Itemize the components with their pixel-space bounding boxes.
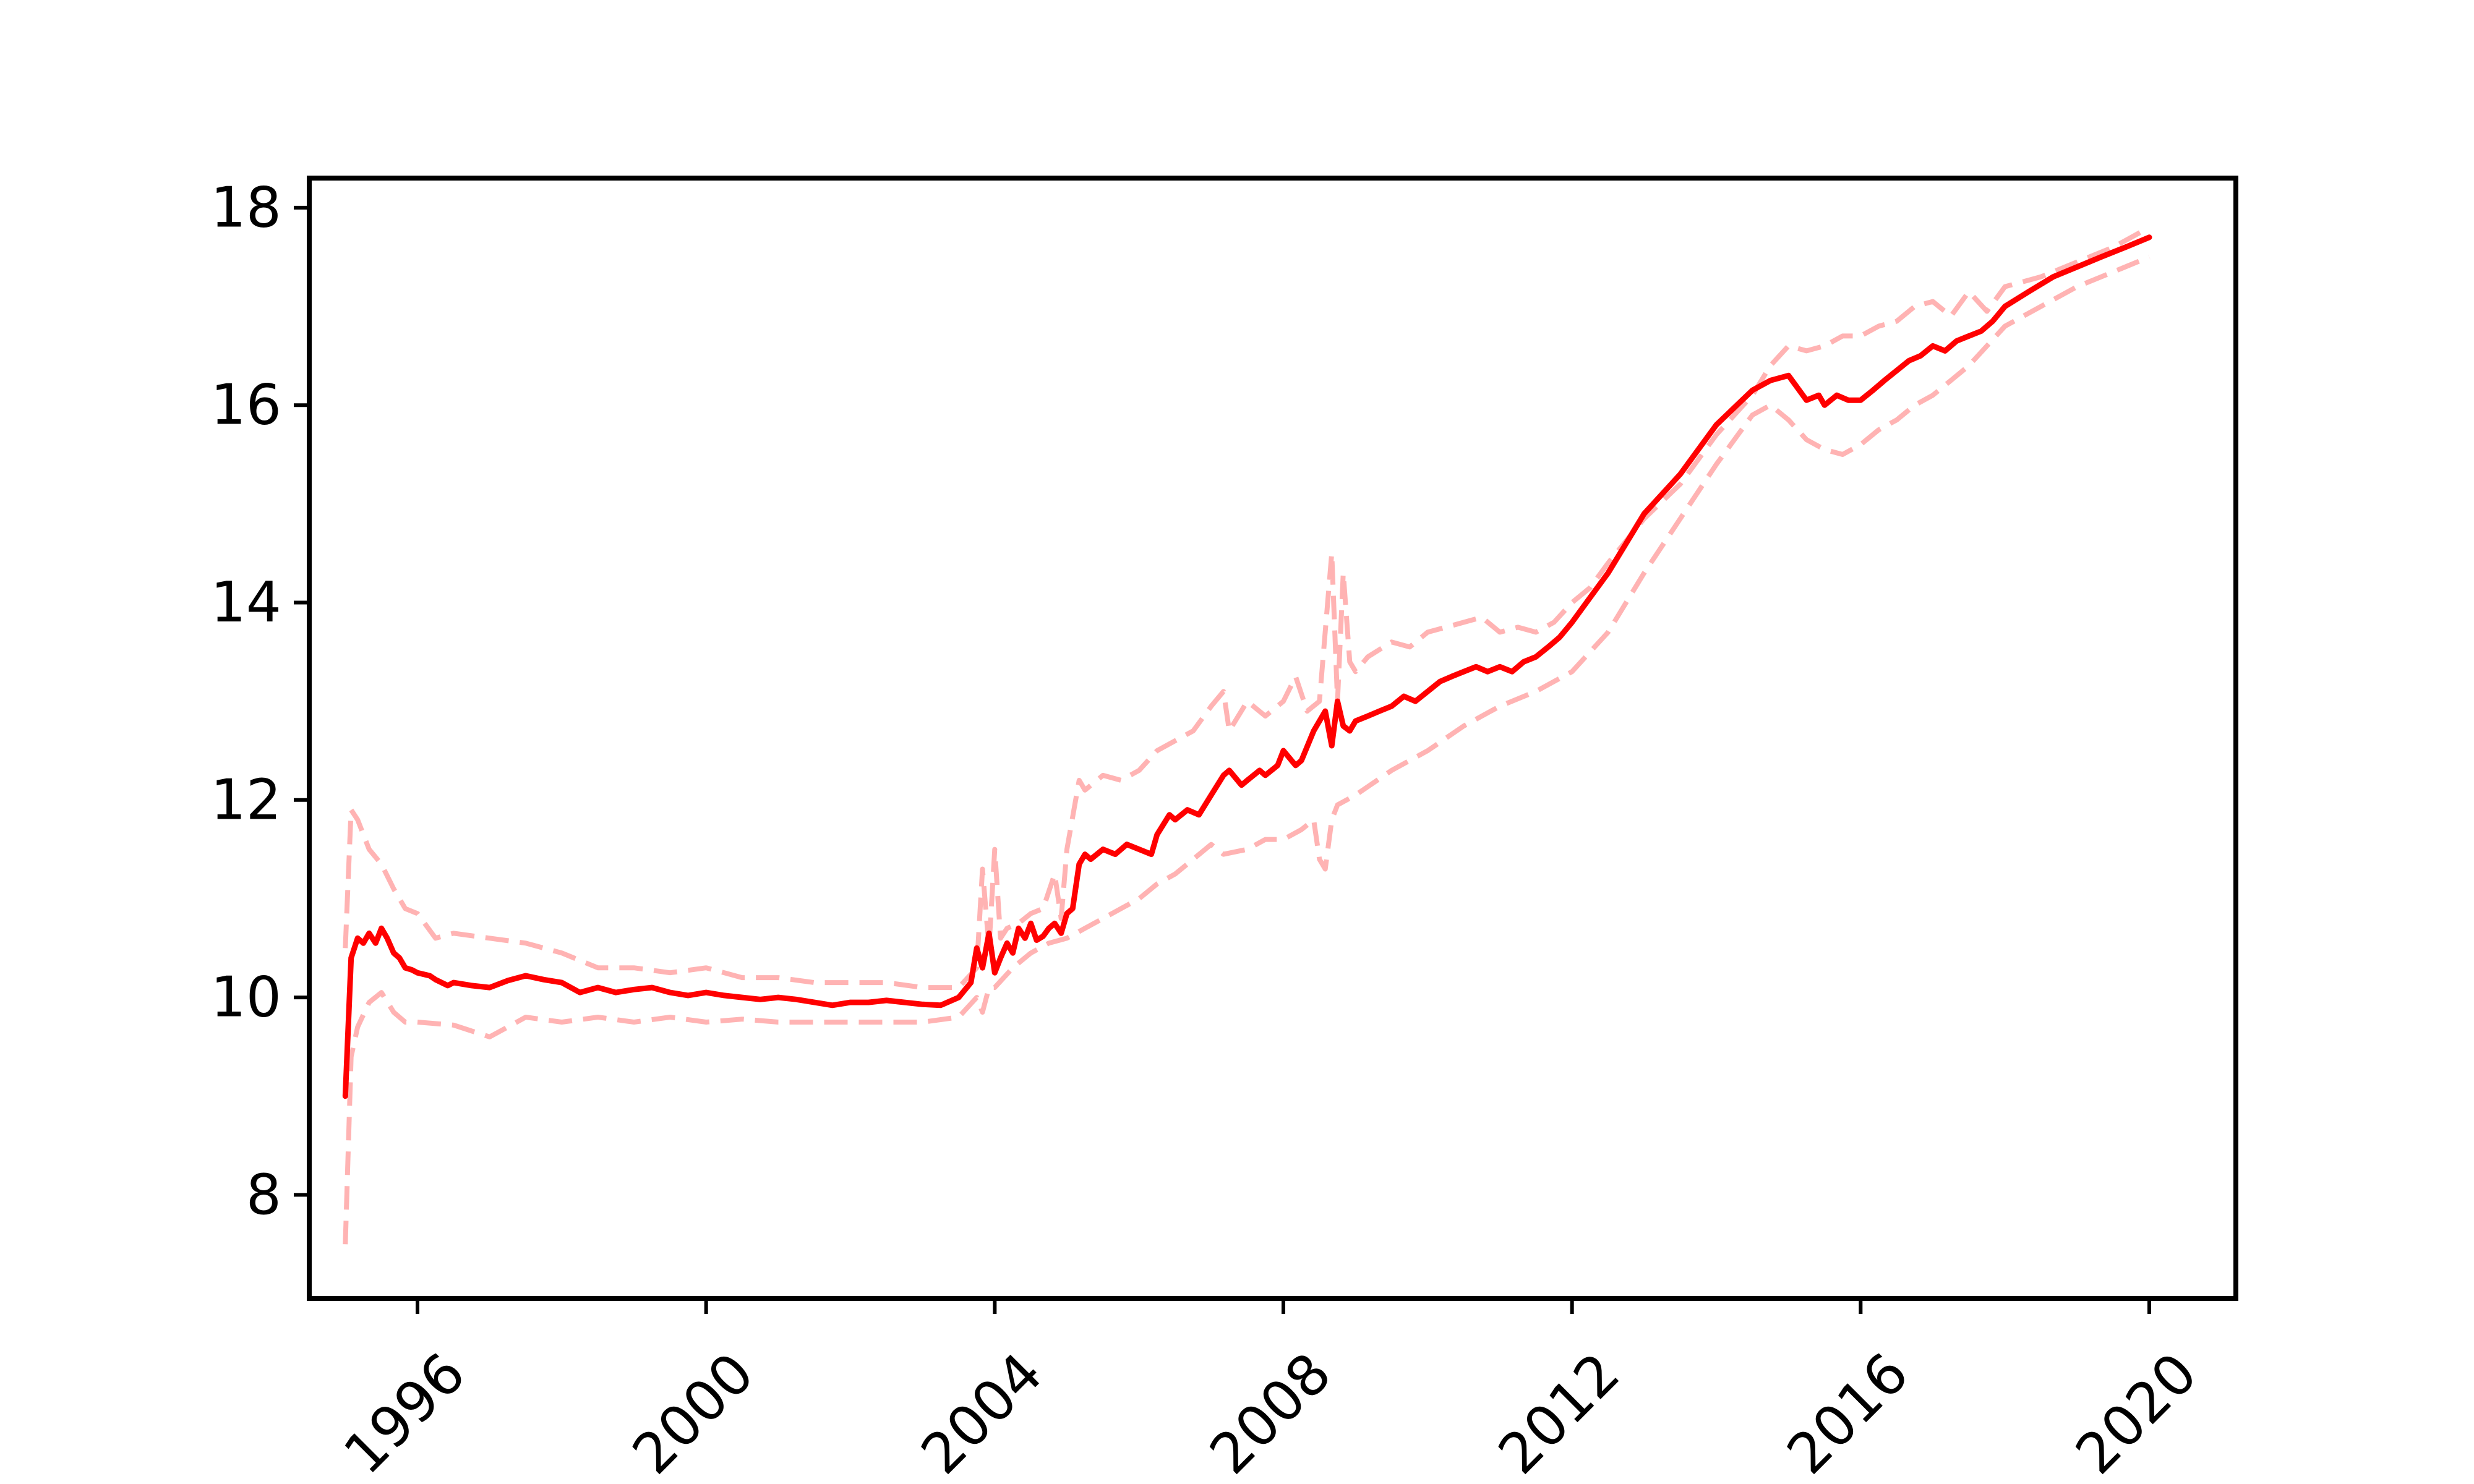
series-line-estimate [342,234,2152,1099]
series-line-upper [343,225,2151,991]
y-tick-label: 16 [210,373,281,438]
y-tick-label: 8 [246,1162,281,1227]
y-tick-label: 12 [210,767,281,832]
y-tick-label: 18 [210,175,281,240]
y-tick-label: 14 [210,570,281,635]
series-layer [342,225,2152,1245]
series-line-lower [343,255,2151,1245]
y-tick-label: 10 [210,965,281,1030]
plot-frame [307,176,2238,1301]
